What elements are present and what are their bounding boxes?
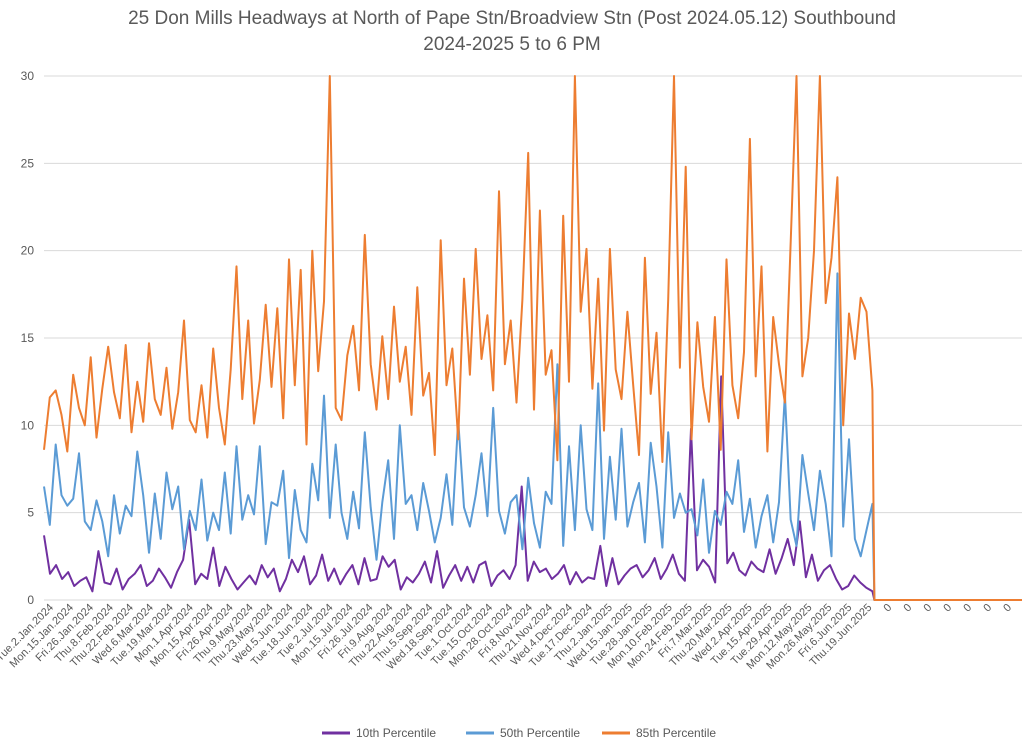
chart-subtitle: 2024-2025 5 to 6 PM <box>423 34 601 55</box>
y-tick-label: 30 <box>21 69 35 83</box>
legend-label: 85th Percentile <box>636 726 716 740</box>
y-tick-label: 10 <box>21 418 35 432</box>
x-tick-label: 0 <box>921 602 934 615</box>
series-line-p10 <box>43 375 1022 601</box>
chart-title: 25 Don Mills Headways at North of Pape S… <box>128 8 896 29</box>
y-tick-label: 0 <box>27 593 34 607</box>
series-line-p50 <box>43 272 1022 601</box>
x-tick-label: 0 <box>961 602 974 615</box>
y-tick-label: 25 <box>21 156 35 170</box>
x-tick-label: 0 <box>981 602 994 615</box>
legend-label: 10th Percentile <box>356 726 436 740</box>
x-tick-label: 0 <box>1001 602 1014 615</box>
y-tick-label: 20 <box>21 244 35 258</box>
y-tick-label: 5 <box>27 506 34 520</box>
y-tick-label: 15 <box>21 331 35 345</box>
x-tick-label: 0 <box>882 602 895 615</box>
x-tick-label: 0 <box>902 602 915 615</box>
x-tick-label: 0 <box>941 602 954 615</box>
series-line-p85 <box>43 75 1022 601</box>
legend-label: 50th Percentile <box>500 726 580 740</box>
